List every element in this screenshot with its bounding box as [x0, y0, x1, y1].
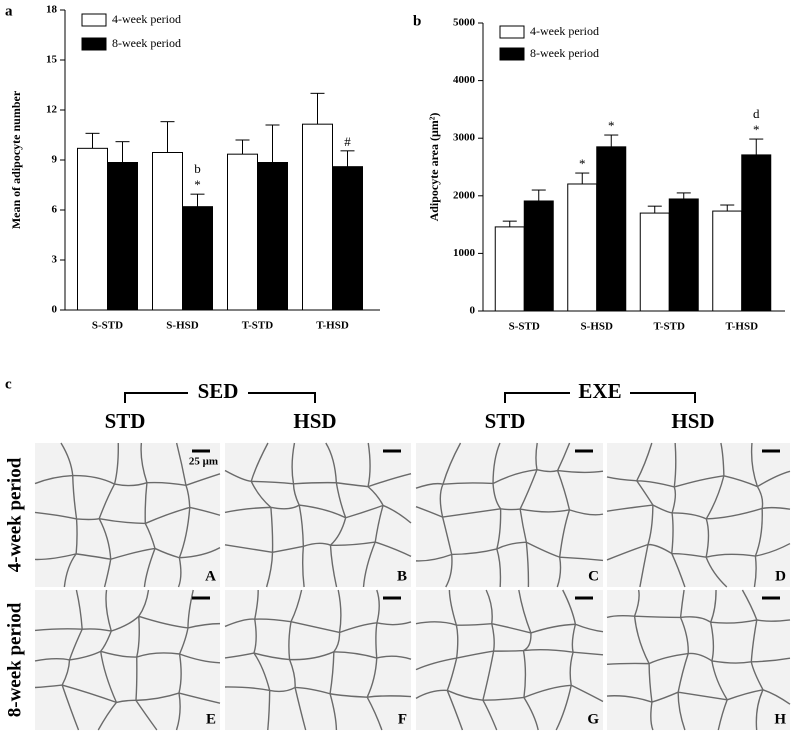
cell-borders — [224, 442, 412, 588]
group-label: SED — [198, 379, 239, 403]
y-tick-label: 3 — [52, 254, 58, 266]
y-tick-label: 3000 — [453, 132, 476, 144]
cell-borders — [415, 442, 604, 588]
y-tick-label: 1000 — [453, 247, 476, 259]
row-label: 4-week period — [4, 457, 25, 572]
cell-borders — [606, 442, 791, 588]
group-label: EXE — [578, 379, 621, 403]
x-tick-label: T-STD — [242, 320, 273, 332]
y-tick-label: 0 — [470, 305, 476, 317]
micrograph: 25 μm A — [34, 442, 221, 588]
x-tick-label: S-HSD — [166, 320, 198, 332]
annotation: * — [194, 177, 201, 192]
annotation: * — [579, 156, 586, 171]
legend-label: 8-week period — [530, 46, 599, 60]
y-tick-label: 4000 — [453, 74, 476, 86]
y-tick-label: 15 — [46, 54, 58, 66]
bar — [494, 226, 525, 312]
image-label: C — [588, 568, 599, 584]
y-tick-label: 2000 — [453, 189, 476, 201]
micrograph-bg — [225, 590, 411, 730]
bar — [257, 162, 288, 311]
micrograph: G — [415, 589, 604, 731]
column-label: STD — [485, 409, 526, 433]
legend-swatch — [81, 13, 107, 27]
bar — [712, 210, 743, 312]
y-tick-label: 12 — [46, 104, 58, 116]
x-tick-label: T-HSD — [316, 320, 349, 332]
micrograph-bg — [607, 443, 790, 587]
bracket-gap — [188, 385, 248, 401]
cell-borders — [34, 442, 221, 588]
image-label: H — [774, 711, 786, 727]
legend-swatch — [499, 47, 525, 61]
image-label: F — [398, 711, 407, 727]
bar — [227, 153, 258, 311]
y-tick-label: 6 — [52, 204, 58, 216]
micrograph: D — [606, 442, 791, 588]
bar — [332, 166, 363, 311]
bar — [152, 152, 183, 311]
bar — [596, 146, 627, 312]
legend-swatch — [81, 37, 107, 51]
bar — [668, 198, 699, 312]
y-axis-label: Mean of adipocyte number — [9, 90, 23, 229]
annotation: * — [753, 122, 760, 137]
legend-label: 4-week period — [112, 12, 181, 26]
column-label: HSD — [671, 409, 714, 433]
legend-label: 8-week period — [112, 36, 181, 50]
image-label: A — [205, 568, 216, 584]
micrograph: F — [224, 589, 412, 731]
cell-borders — [34, 589, 221, 731]
legend-label: 4-week period — [530, 24, 599, 38]
micrograph-bg — [607, 590, 790, 730]
x-tick-label: S-STD — [92, 320, 123, 332]
panel-label: a — [5, 3, 13, 19]
image-label: G — [587, 711, 599, 727]
cell-borders — [606, 589, 791, 731]
x-tick-label: S-HSD — [581, 321, 613, 333]
micrograph: H — [606, 589, 791, 731]
x-tick-label: T-STD — [654, 321, 685, 333]
bar — [107, 162, 138, 311]
micrograph: B — [224, 442, 412, 588]
micrograph-bg — [416, 443, 603, 587]
bar — [639, 212, 670, 312]
annotation: * — [608, 118, 615, 133]
annotation: b — [194, 161, 201, 176]
panel-label: c — [5, 376, 12, 392]
micrograph: E — [34, 589, 221, 731]
scale-bar-label: 25 μm — [189, 456, 218, 468]
bar — [523, 200, 554, 312]
column-label: STD — [105, 409, 146, 433]
row-label: 8-week period — [4, 602, 25, 717]
y-tick-label: 0 — [52, 304, 58, 316]
bar — [77, 147, 108, 311]
y-tick-label: 5000 — [453, 17, 476, 29]
y-axis-label: Adipocyte area (μm²) — [427, 113, 441, 222]
bar — [182, 206, 213, 311]
column-label: HSD — [293, 409, 336, 433]
annotation: # — [344, 134, 351, 149]
micrograph-bg — [35, 590, 220, 730]
micrograph-bg — [225, 443, 411, 587]
panel-label: b — [413, 13, 421, 29]
bar — [741, 154, 772, 312]
micrograph: C — [415, 442, 604, 588]
y-tick-label: 18 — [46, 4, 58, 16]
image-label: B — [397, 568, 407, 584]
cell-borders — [415, 589, 604, 731]
annotation: d — [753, 106, 760, 121]
x-tick-label: T-HSD — [725, 321, 758, 333]
y-tick-label: 9 — [52, 154, 58, 166]
bar — [567, 183, 598, 312]
image-label: D — [775, 568, 786, 584]
x-tick-label: S-STD — [509, 321, 540, 333]
bracket-gap — [570, 385, 630, 401]
cell-borders — [224, 589, 412, 731]
image-label: E — [206, 711, 216, 727]
bar — [302, 123, 333, 311]
legend-swatch — [499, 25, 525, 39]
